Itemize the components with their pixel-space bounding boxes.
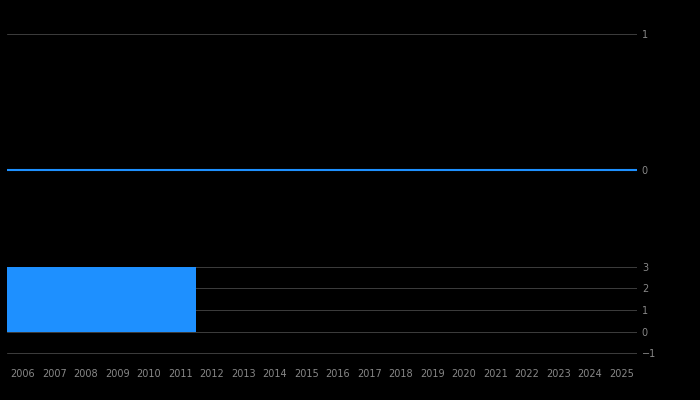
Bar (7, 267, 196, 332)
